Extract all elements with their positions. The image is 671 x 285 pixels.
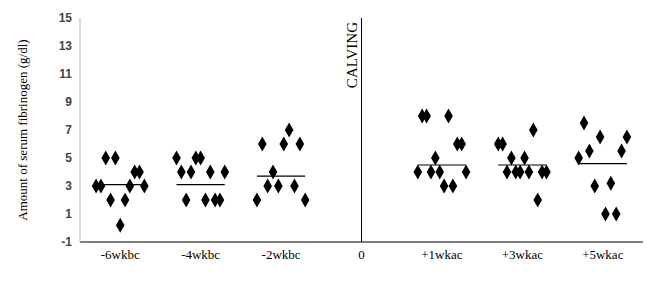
svg-text:+1wkac: +1wkac [421,247,462,262]
svg-text:-4wkbc: -4wkbc [181,247,220,262]
svg-text:15: 15 [59,11,73,25]
svg-text:7: 7 [65,123,72,137]
svg-text:+3wkac: +3wkac [502,247,543,262]
svg-text:9: 9 [65,95,72,109]
svg-text:CALVING: CALVING [344,22,360,88]
svg-text:3: 3 [65,179,72,193]
svg-text:13: 13 [59,39,73,53]
svg-text:1: 1 [65,207,72,221]
svg-text:5: 5 [65,151,72,165]
svg-text:-1: -1 [61,235,72,249]
svg-text:0: 0 [358,247,365,262]
svg-text:-6wkbc: -6wkbc [101,247,140,262]
svg-text:11: 11 [59,67,72,81]
svg-text:-2wkbc: -2wkbc [262,247,301,262]
svg-text:+5wkac: +5wkac [582,247,623,262]
svg-text:Amount of serum fibrinogen (g/: Amount of serum fibrinogen (g/dl) [15,39,30,220]
